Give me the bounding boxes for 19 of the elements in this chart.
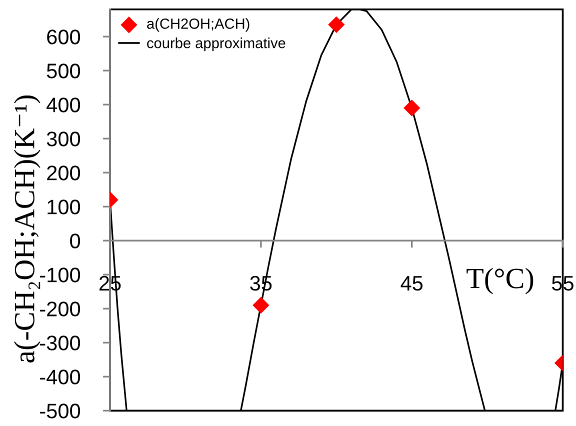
x-tick-label: 45 bbox=[400, 276, 423, 291]
point bbox=[328, 16, 345, 34]
y-tick-label: -300 bbox=[40, 336, 80, 350]
legend-label: a(CH2OH;ACH) bbox=[147, 18, 250, 32]
y-tick-label: 500 bbox=[46, 64, 80, 78]
y-tick-label: -100 bbox=[40, 268, 80, 282]
y-tick-label: 100 bbox=[48, 200, 80, 214]
y-tick-label: -200 bbox=[40, 302, 80, 316]
y-tick-label: 200 bbox=[47, 166, 80, 180]
y-tick-label: 600 bbox=[47, 30, 80, 44]
y-tick-label: 300 bbox=[46, 132, 80, 146]
y-axis-title: a(-CH₂OH;ACH)(K⁻¹) bbox=[14, 96, 40, 362]
y-tick-label: 400 bbox=[46, 98, 80, 112]
y-tick-label: 0 bbox=[70, 234, 80, 248]
y-tick-label: -400 bbox=[40, 370, 80, 384]
point bbox=[252, 296, 270, 314]
legend-label: courbe approximative bbox=[147, 38, 286, 52]
x-axis-title: T(°C) bbox=[466, 268, 534, 294]
y-tick-label: -500 bbox=[40, 404, 80, 418]
